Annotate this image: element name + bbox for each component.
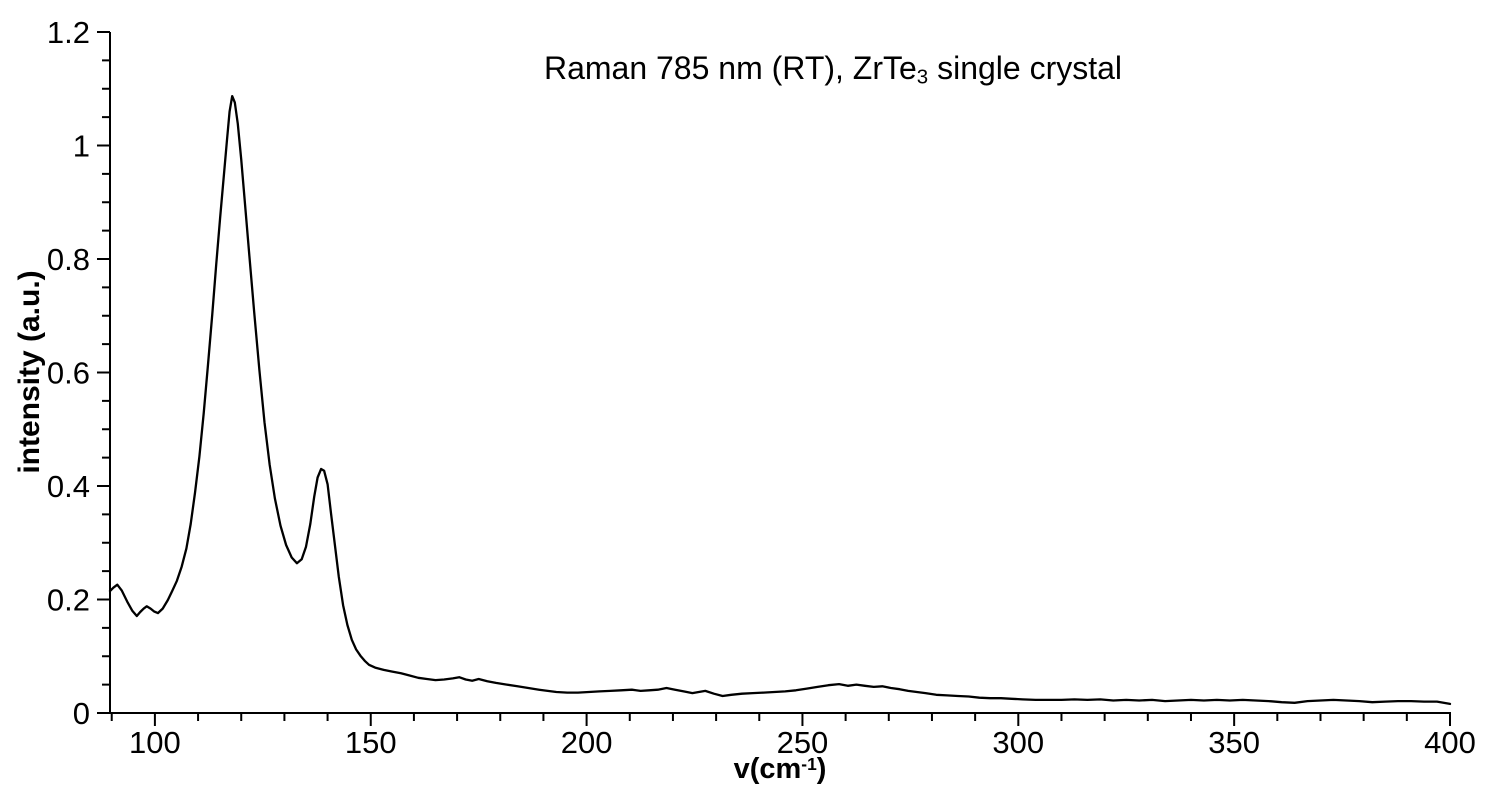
y-tick-label: 0.4: [47, 469, 90, 504]
x-tick-label: 250: [777, 725, 829, 760]
y-axis-label: intensity (a.u.): [13, 270, 46, 474]
spectrum-line: [108, 94, 1452, 706]
chart-title-suffix: single crystal: [928, 50, 1123, 86]
x-tick-label: 100: [129, 725, 181, 760]
y-tick-label: 1.2: [47, 15, 90, 50]
y-tick-label: 0.6: [47, 356, 90, 391]
y-tick-label: 0.2: [47, 583, 90, 618]
chart-title-text: Raman 785 nm (RT), ZrTe: [543, 50, 917, 86]
x-tick-label: 400: [1424, 725, 1476, 760]
chart-title: Raman 785 nm (RT), ZrTe3 single crystal: [544, 50, 1122, 90]
x-tick-label: 150: [345, 725, 397, 760]
y-tick-label: 0: [73, 696, 90, 731]
x-tick-label: 350: [1208, 725, 1260, 760]
x-tick-label: 200: [561, 725, 613, 760]
x-axis-label-text: v(cm: [733, 753, 802, 785]
x-axis-label: v(cm-1): [734, 753, 827, 786]
y-tick-label: 0.8: [47, 242, 90, 277]
chart-title-subscript: 3: [916, 65, 929, 89]
y-tick-label: 1: [73, 129, 90, 164]
x-axis-label-suffix: ): [816, 753, 827, 785]
x-tick-label: 300: [992, 725, 1044, 760]
x-axis-label-superscript: -1: [801, 754, 817, 775]
